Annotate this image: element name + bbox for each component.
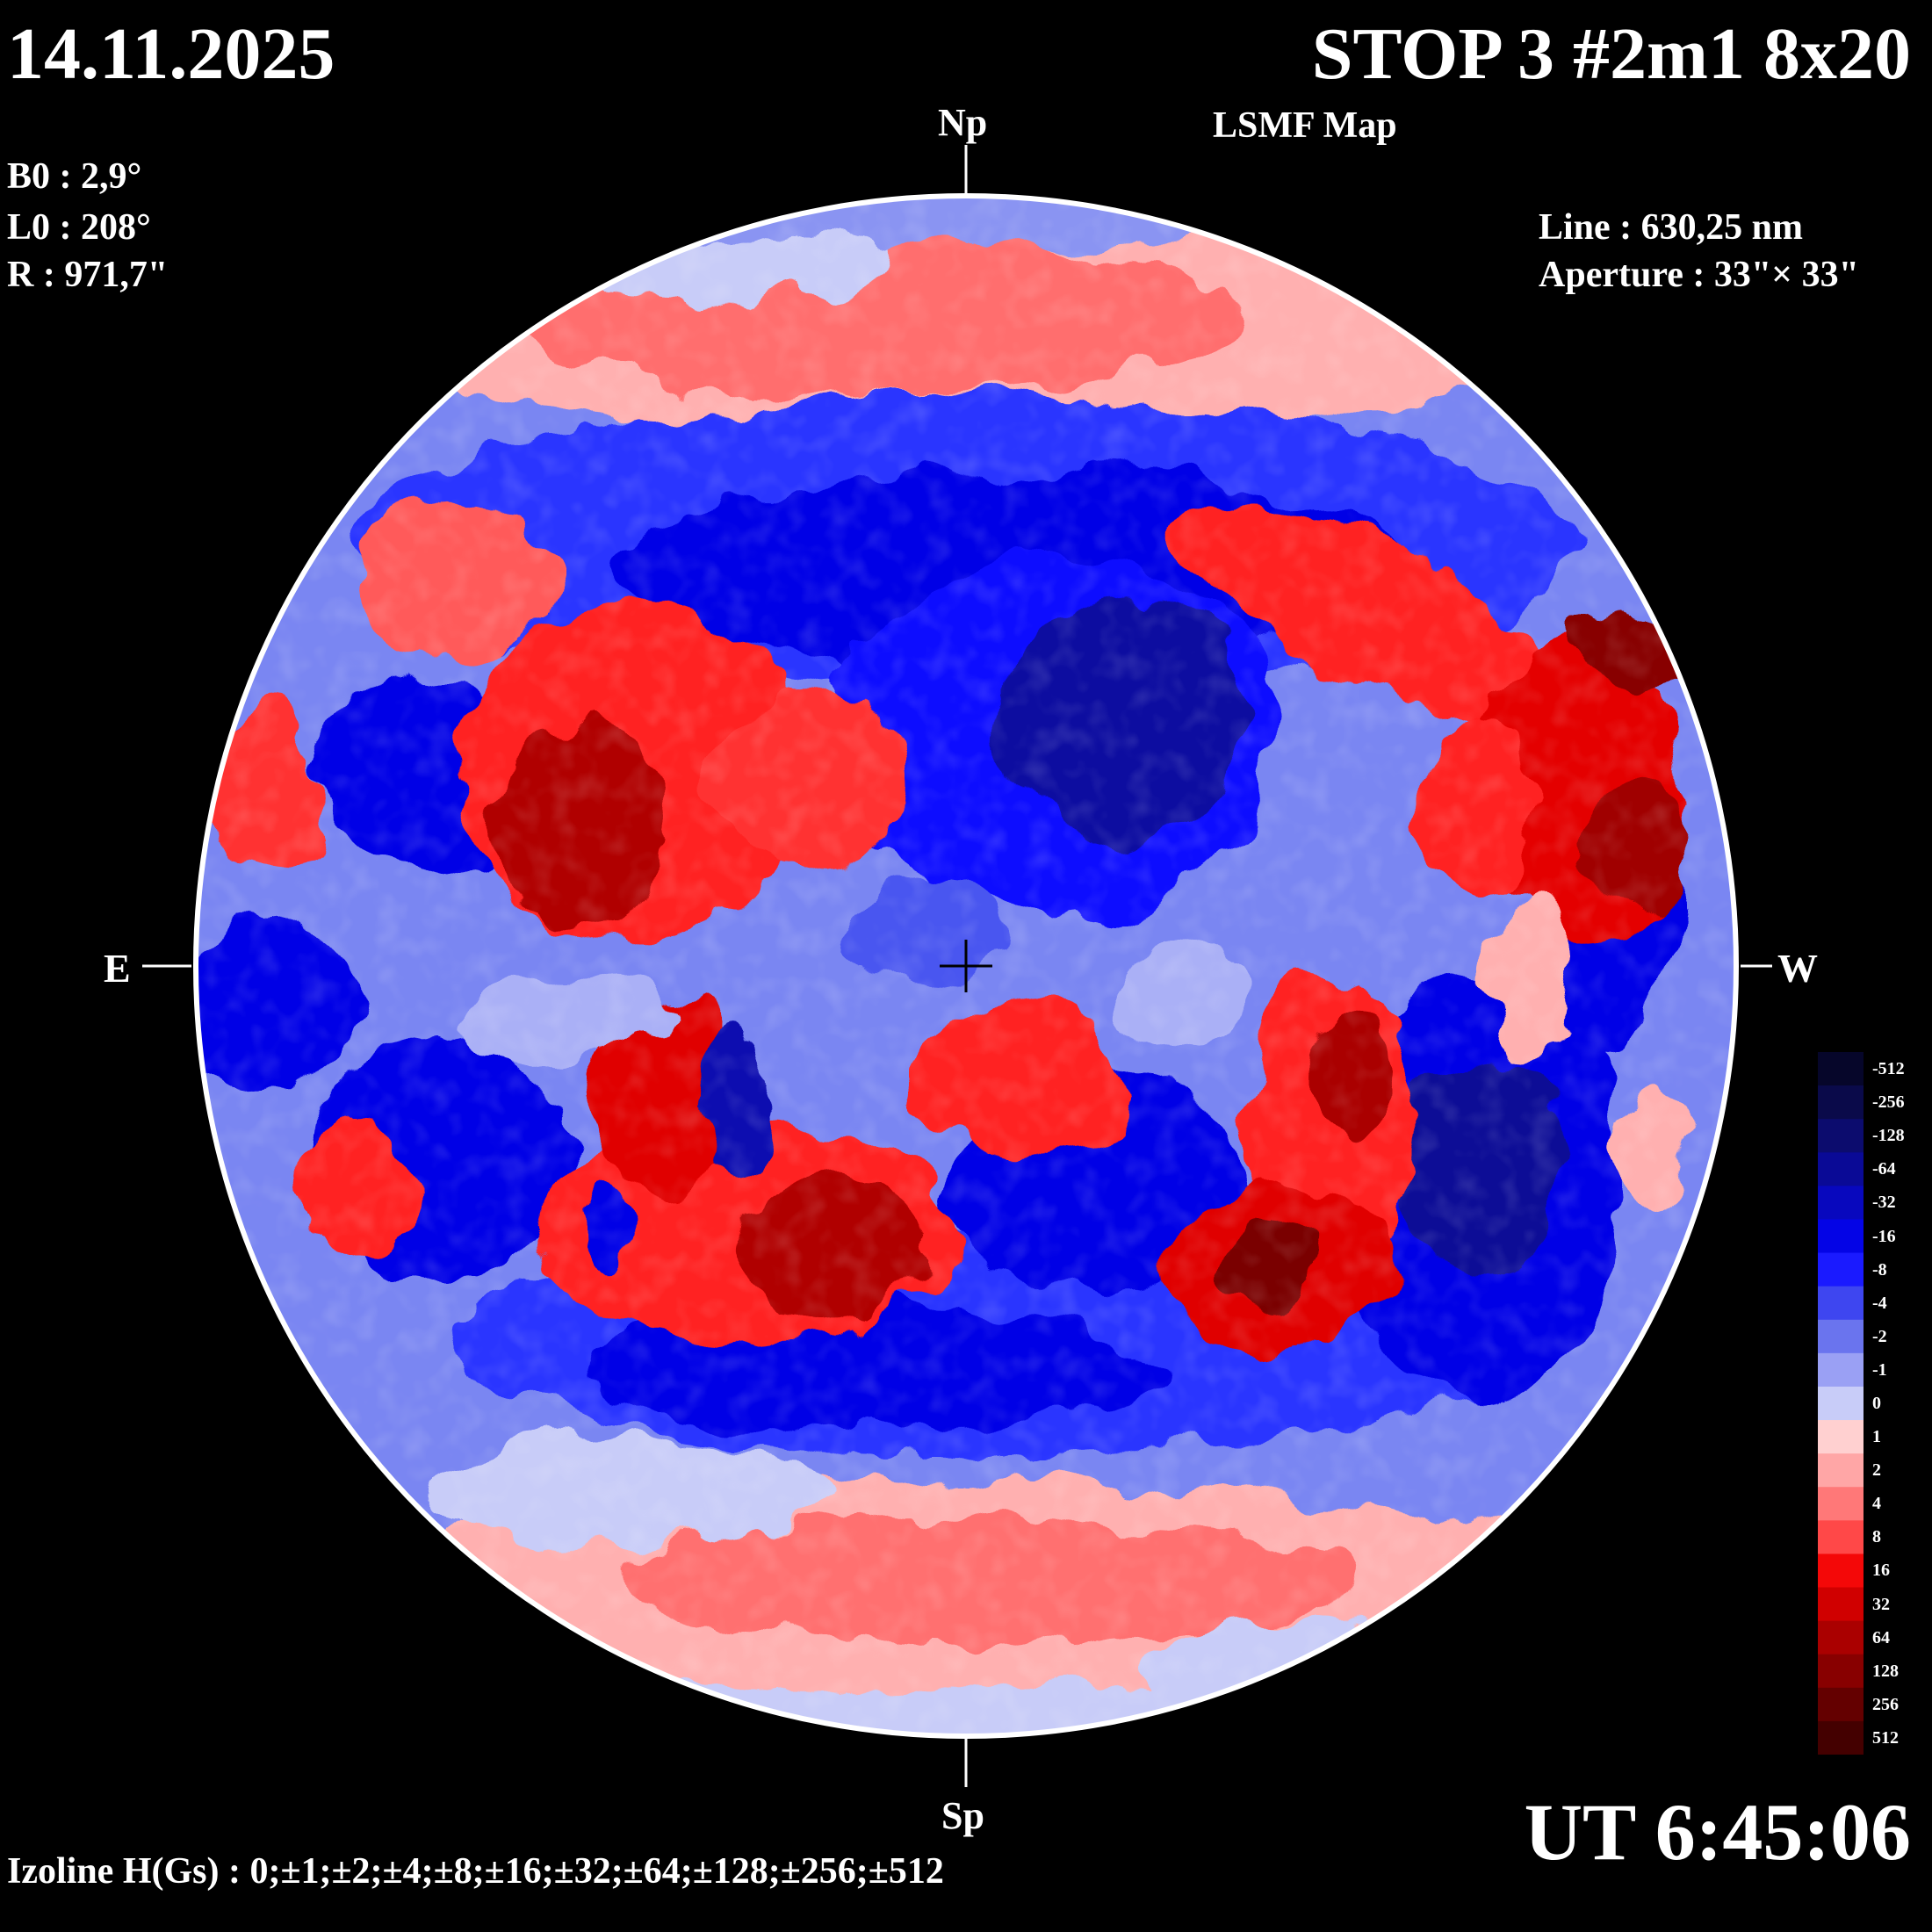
direction-east-label: E — [104, 946, 131, 991]
colorbar-step — [1818, 1352, 1864, 1388]
direction-south-label: Sp — [941, 1794, 984, 1837]
colorbar-label: -256 — [1872, 1092, 1905, 1113]
direction-west-label: W — [1777, 946, 1818, 991]
colorbar-label: 64 — [1872, 1627, 1890, 1647]
observation-time: UT 6:45:06 — [1524, 1787, 1911, 1877]
colorbar-label: 256 — [1872, 1694, 1899, 1714]
colorbar-label: -64 — [1872, 1159, 1896, 1179]
colorbar-step — [1818, 1720, 1864, 1755]
colorbar-label: 1 — [1872, 1427, 1881, 1447]
colorbar-label: -128 — [1872, 1126, 1905, 1146]
colorbar-step — [1818, 1119, 1864, 1153]
colorbar-step — [1818, 1052, 1864, 1086]
colorbar-step — [1818, 1386, 1864, 1421]
colorbar-label: 512 — [1872, 1727, 1899, 1748]
colorbar-label: -1 — [1872, 1359, 1887, 1380]
colorbar-label: -4 — [1872, 1293, 1887, 1313]
colorbar-label: -2 — [1872, 1326, 1887, 1346]
colorbar-label: 4 — [1872, 1494, 1881, 1514]
colorbar-label: -512 — [1872, 1059, 1905, 1079]
solar-disk — [196, 196, 1736, 1736]
colorbar-label: 128 — [1872, 1661, 1899, 1681]
direction-north-label: Np — [938, 101, 988, 144]
colorbar-label: 8 — [1872, 1527, 1881, 1547]
observation-date: 14.11.2025 — [7, 13, 335, 95]
colorbar-step — [1818, 1587, 1864, 1622]
colorbar-step — [1818, 1085, 1864, 1120]
colorbar-label: 16 — [1872, 1561, 1890, 1581]
colorbar-step — [1818, 1319, 1864, 1354]
izoline-legend: Izoline H(Gs) : 0;±1;±2;±4;±8;±16;±32;±6… — [7, 1851, 944, 1892]
colorbar-step — [1818, 1186, 1864, 1220]
colorbar-step — [1818, 1554, 1864, 1589]
map-subtitle: LSMF Map — [1213, 105, 1397, 146]
colorbar-step — [1818, 1219, 1864, 1254]
disk-limb — [193, 193, 1739, 1739]
colorbar-step — [1818, 1687, 1864, 1722]
colorbar — [1818, 1052, 1864, 1755]
colorbar-label: -8 — [1872, 1259, 1887, 1280]
colorbar-label: 32 — [1872, 1594, 1890, 1614]
colorbar-label: -16 — [1872, 1226, 1896, 1246]
colorbar-step — [1818, 1152, 1864, 1186]
param-b0: B0 : 2,9° — [7, 156, 142, 197]
colorbar-step — [1818, 1252, 1864, 1287]
colorbar-step — [1818, 1420, 1864, 1454]
param-line: Line : 630,25 nm — [1539, 207, 1804, 248]
colorbar-label: 2 — [1872, 1460, 1881, 1481]
colorbar-step — [1818, 1453, 1864, 1488]
colorbar-step — [1818, 1487, 1864, 1521]
colorbar-label: 0 — [1872, 1394, 1881, 1413]
param-aperture: Aperture : 33"× 33" — [1539, 255, 1859, 295]
colorbar-step — [1818, 1654, 1864, 1689]
map-title: STOP 3 #2m1 8x20 — [1311, 13, 1911, 95]
colorbar-step — [1818, 1520, 1864, 1554]
colorbar-label: -32 — [1872, 1193, 1896, 1213]
param-l0: L0 : 208° — [7, 207, 151, 248]
colorbar-step — [1818, 1620, 1864, 1655]
colorbar-step — [1818, 1286, 1864, 1321]
param-radius: R : 971,7" — [7, 255, 169, 295]
